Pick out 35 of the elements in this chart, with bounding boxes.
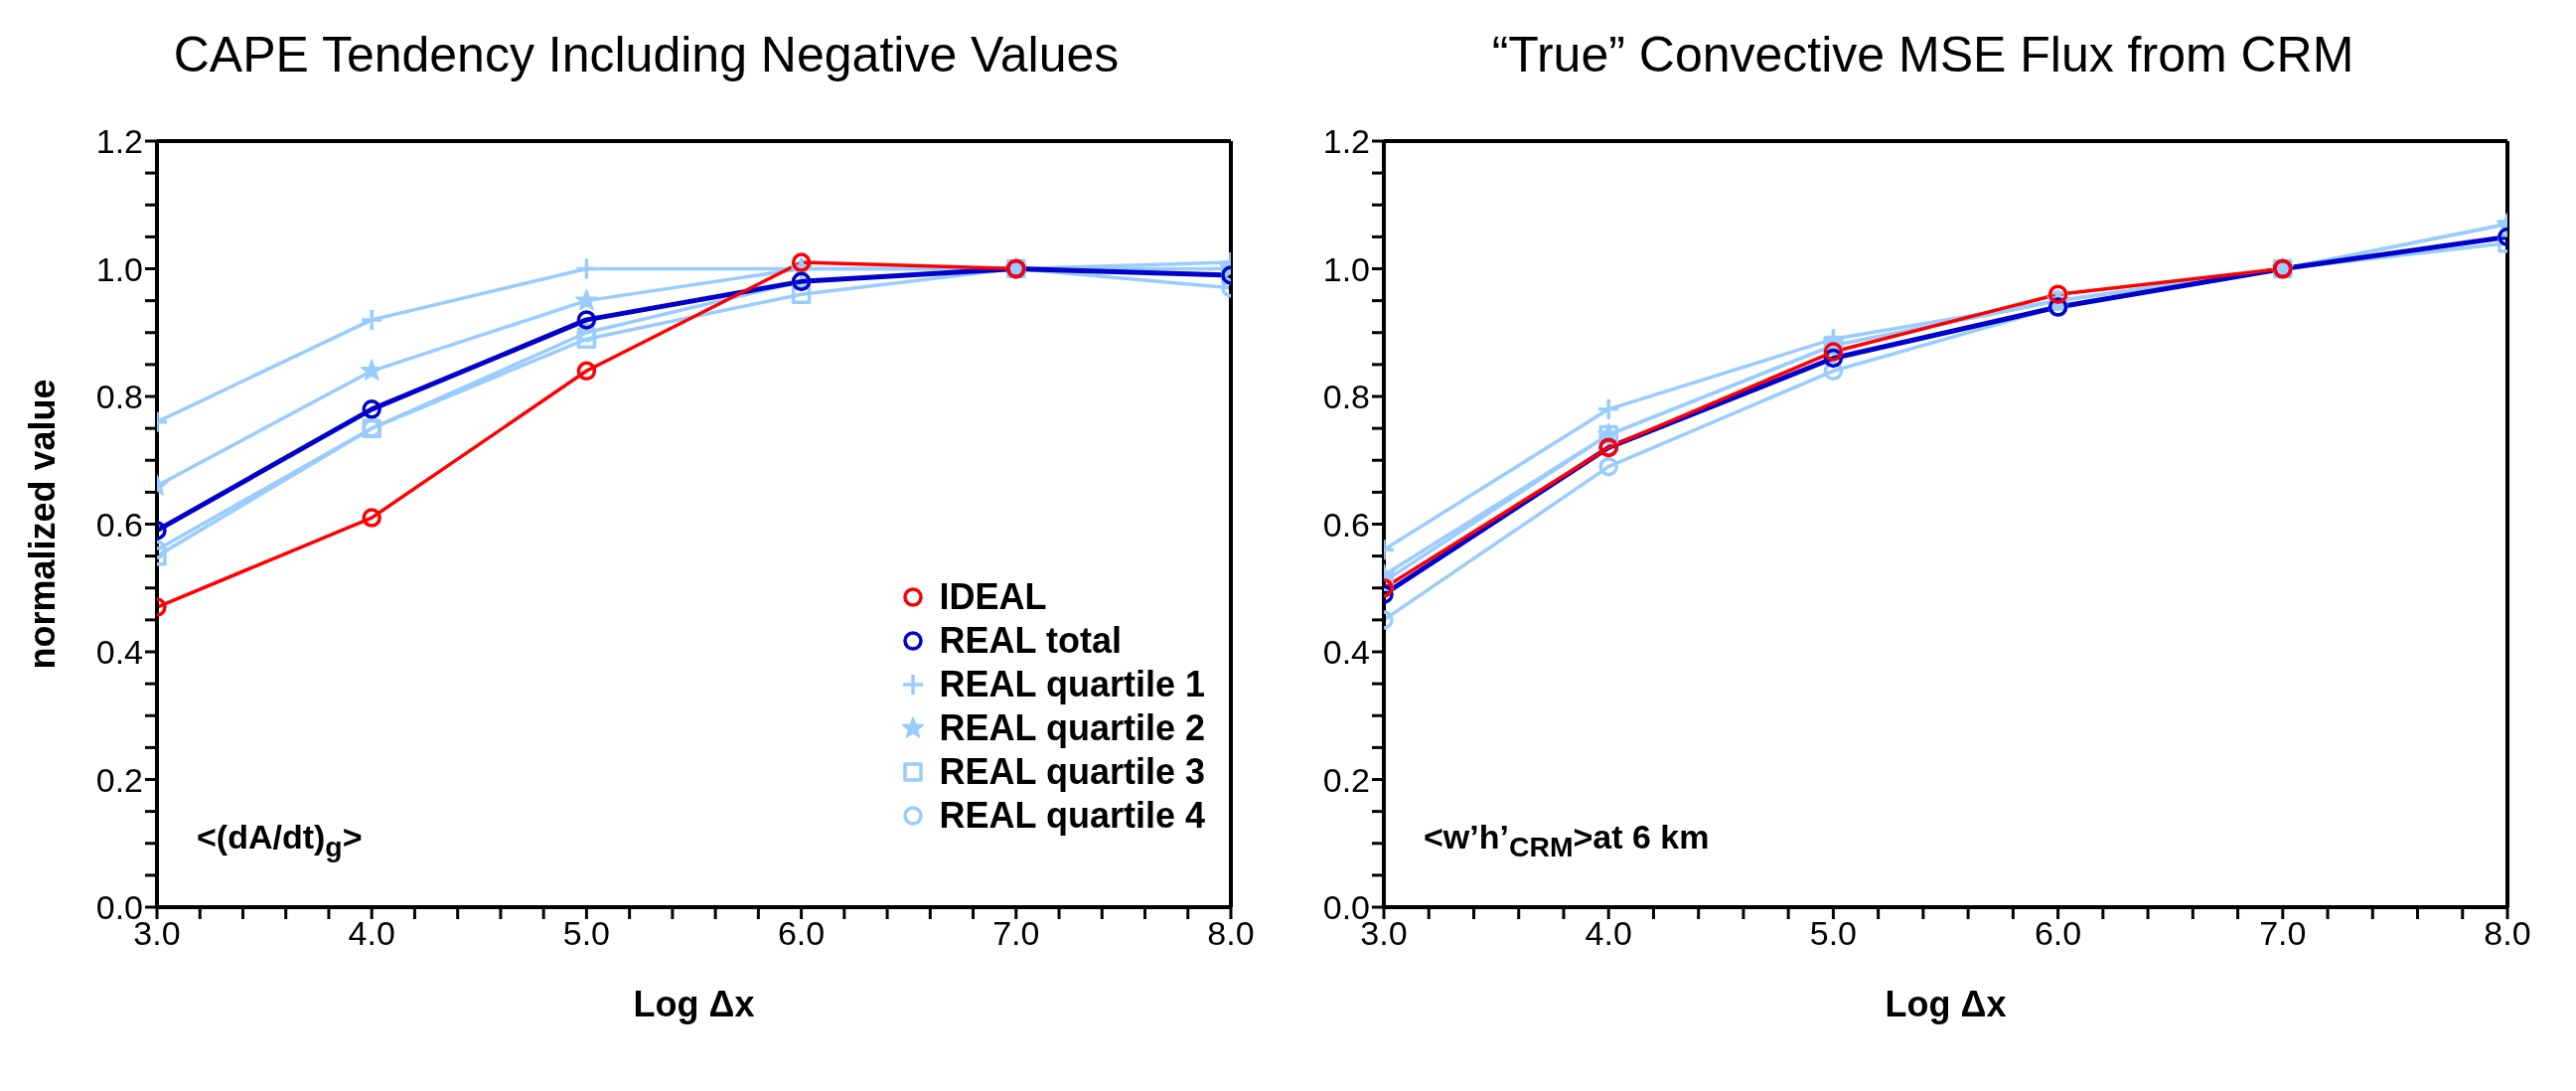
y-tick-label: 1.0 xyxy=(95,249,143,288)
x-tick-label: 5.0 xyxy=(562,914,611,953)
x-axis-title: Log Δx xyxy=(1885,984,2007,1024)
x-tick-label: 4.0 xyxy=(1585,914,1632,953)
y-tick-label: 0.6 xyxy=(1322,505,1370,544)
y-axis-title: normalized value xyxy=(21,379,63,670)
legend-label: REAL quartile 3 xyxy=(939,751,1205,793)
legend-label: REAL quartile 1 xyxy=(939,664,1205,705)
legend-label: REAL quartile 2 xyxy=(939,707,1205,749)
y-tick-label: 1.2 xyxy=(1322,122,1370,161)
y-tick-label: 1.2 xyxy=(95,122,143,161)
x-axis-title: Log Δx xyxy=(633,984,755,1024)
y-tick-label: 1.0 xyxy=(1322,249,1370,288)
y-tick-label: 0.6 xyxy=(95,505,143,544)
x-tick-label: 5.0 xyxy=(1809,914,1858,953)
y-tick-label: 0.8 xyxy=(95,378,143,416)
x-tick-label: 8.0 xyxy=(1207,914,1255,953)
y-tick-label: 0.4 xyxy=(95,633,143,672)
y-tick-label: 0.4 xyxy=(1322,633,1370,672)
legend-label: IDEAL xyxy=(939,576,1047,618)
y-tick-label: 0.8 xyxy=(1322,378,1370,416)
x-tick-label: 8.0 xyxy=(2484,914,2531,953)
annotation: <w’h’$_{CRM}$>at 6 km xyxy=(1424,818,1710,863)
legend-label: REAL quartile 4 xyxy=(939,795,1205,837)
chart-title: “True” Convective MSE Flux from CRM xyxy=(1490,26,2355,83)
x-tick-label: 6.0 xyxy=(2034,914,2082,953)
annotation: <(dA/dt)$_{g}$> xyxy=(197,818,363,863)
x-tick-label: 6.0 xyxy=(777,914,826,953)
chart-title: CAPE Tendency Including Negative Values xyxy=(172,26,1121,83)
x-tick-label: 7.0 xyxy=(992,914,1040,953)
x-tick-label: 7.0 xyxy=(2259,914,2307,953)
y-tick-label: 0.2 xyxy=(95,760,143,799)
x-tick-label: 4.0 xyxy=(348,914,395,953)
legend-label: REAL total xyxy=(939,620,1122,662)
y-tick-label: 0.2 xyxy=(1322,760,1370,799)
